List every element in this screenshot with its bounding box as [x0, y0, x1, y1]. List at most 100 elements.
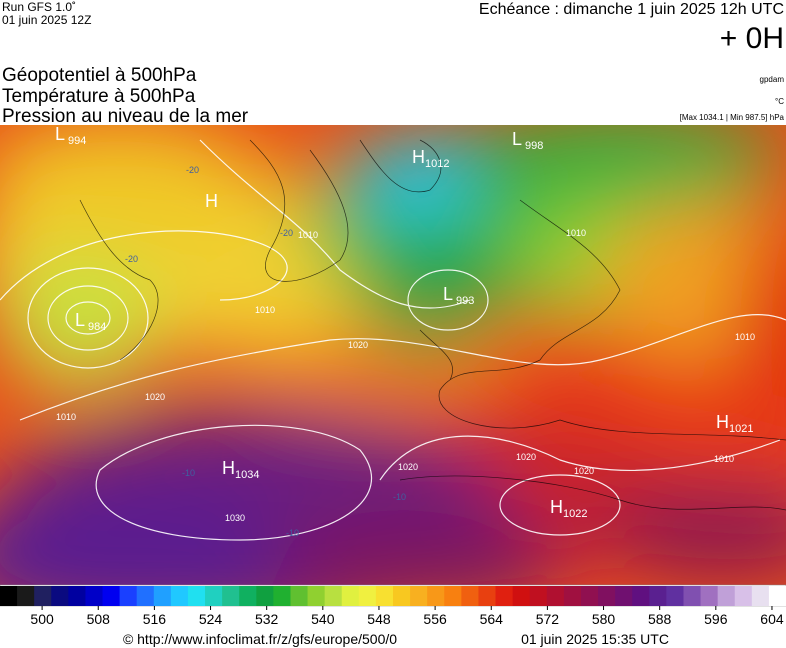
colorbar-swatch [17, 586, 35, 606]
colorbar-swatch [119, 586, 138, 606]
colorbar-swatch [0, 586, 18, 606]
colorbar-swatch [34, 586, 52, 606]
center-letter: L [75, 310, 85, 330]
colorbar-swatch [444, 586, 462, 606]
isobar-label: 1010 [714, 454, 734, 464]
colorbar-swatch [102, 586, 121, 606]
colorbar-swatch [717, 586, 736, 606]
isobar-label: 1010 [298, 230, 318, 240]
temperature-label: -20 [186, 165, 199, 175]
colorbar-tick-label: 604 [760, 611, 784, 627]
center-letter: L [55, 124, 65, 144]
colorbar-swatch [51, 586, 69, 606]
colorbar-swatch [495, 586, 514, 606]
colorbar-tick-label: 572 [536, 611, 560, 627]
colorbar-tick-label: 580 [592, 611, 616, 627]
center-value: 984 [88, 321, 106, 333]
isobar-label: 1020 [348, 340, 368, 350]
center-value: 998 [525, 140, 543, 152]
colorbar-swatch [153, 586, 172, 606]
colorbar-swatch [324, 586, 343, 606]
colorbar-tick-label: 564 [480, 611, 504, 627]
colorbar-tick-label: 540 [311, 611, 335, 627]
isobar-label: 1030 [225, 513, 245, 523]
colorbar-tick-label: 524 [199, 611, 223, 627]
run-date: 01 juin 2025 12Z [2, 13, 91, 27]
colorbar-swatch [239, 586, 257, 606]
colorbar-tick-label: 548 [367, 611, 391, 627]
isobar-label: 1010 [56, 412, 76, 422]
isobar-label: 1010 [735, 332, 755, 342]
unit: [Max 1034.1 | Min 987.5] hPa [680, 113, 785, 122]
isobar-label: 1020 [516, 452, 536, 462]
center-value: 1012 [425, 158, 449, 170]
colorbar-swatch [85, 586, 104, 606]
colorbar-swatch [273, 586, 291, 606]
temperature-label: -20 [125, 254, 138, 264]
unit: gpdam [760, 75, 785, 84]
colorbar-swatch [734, 586, 753, 606]
colorbar-swatch [410, 586, 428, 606]
colorbar-swatch [136, 586, 155, 606]
colorbar-tick-label: 556 [423, 611, 447, 627]
isobar-label: 1010 [255, 305, 275, 315]
colorbar-swatch [290, 586, 309, 606]
center-letter: L [512, 129, 522, 149]
colorbar-swatch [563, 586, 582, 606]
colorbar-tick-label: 588 [648, 611, 672, 627]
source: © http://www.infoclimat.fr/z/gfs/europe/… [123, 631, 397, 647]
center-letter: L [443, 284, 453, 304]
colorbar-swatch [512, 586, 531, 606]
offset: + 0H [720, 22, 784, 55]
colorbar-swatch [205, 586, 223, 606]
colorbar-tick-label: 596 [704, 611, 728, 627]
temperature-label: -10 [286, 528, 299, 538]
colorbar-swatch [393, 586, 411, 606]
center-letter: H [716, 412, 729, 432]
colorbar-tick-label: 508 [87, 611, 111, 627]
echeance: Echéance : dimanche 1 juin 2025 12h UTC [479, 1, 784, 18]
colorbar-swatch [751, 586, 770, 606]
colorbar-swatch [700, 586, 719, 606]
colorbar-swatch [632, 586, 650, 606]
colorbar-tick-label: 500 [30, 611, 54, 627]
colorbar-swatch [222, 586, 240, 606]
isobar-label: 1020 [574, 466, 594, 476]
unit: °C [775, 97, 784, 106]
colorbar-swatch [375, 586, 394, 606]
colorbar-swatch [170, 586, 189, 606]
colorbar-swatch [341, 586, 360, 606]
center-value: 1022 [563, 508, 587, 520]
center-letter: H [205, 191, 218, 211]
field: Pression au niveau de la mer [2, 106, 249, 127]
colorbar-swatch [615, 586, 633, 606]
center-value: 1034 [235, 469, 259, 481]
colorbar-swatch [187, 586, 206, 606]
colorbar-swatch [529, 586, 548, 606]
colorbar-swatch [68, 586, 86, 606]
colorbar-swatch [598, 586, 616, 606]
field: Géopotentiel à 500hPa [2, 65, 197, 86]
isobar-label: 1010 [566, 228, 586, 238]
colorbar-swatch [427, 586, 445, 606]
colorbar-swatch [683, 586, 702, 606]
temperature-label: -10 [393, 492, 406, 502]
colorbar-tick-label: 532 [255, 611, 279, 627]
temperature-label: -20 [280, 228, 293, 238]
colorbar-swatch [580, 586, 599, 606]
map [0, 125, 786, 585]
colorbar-swatch [478, 586, 497, 606]
colorbar-tick-label: 516 [143, 611, 167, 627]
temperature-label: -10 [182, 468, 195, 478]
stamp: 01 juin 2025 15:35 UTC [521, 631, 669, 647]
center-value: 994 [68, 135, 86, 147]
colorbar-swatch [768, 586, 786, 606]
center-value: 1021 [729, 423, 753, 435]
colorbar-swatch [358, 586, 377, 606]
center-value: 993 [456, 295, 474, 307]
isobar-label: 1020 [398, 462, 418, 472]
colorbar-swatch [461, 586, 479, 606]
center-letter: H [222, 458, 235, 478]
colorbar-swatch [666, 586, 684, 606]
